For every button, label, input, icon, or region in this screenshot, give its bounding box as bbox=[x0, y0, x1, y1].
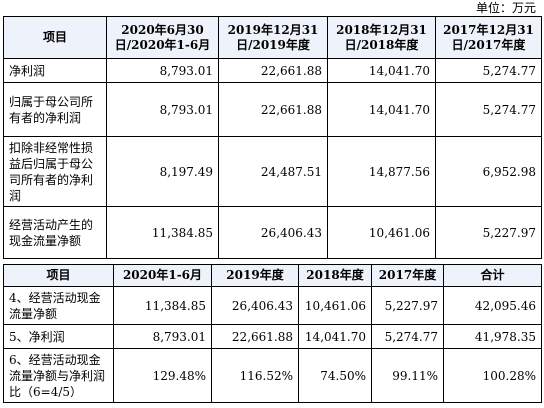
table-row: 归属于母公司所有者的净利润 8,793.01 22,661.88 14,041.… bbox=[3, 82, 542, 137]
table1-header-2017: 2017年12月31日/2017年度 bbox=[435, 16, 542, 59]
table1-header-row: 项目 2020年6月30日/2020年1-6月 2019年12月31日/2019… bbox=[3, 16, 542, 59]
cell-value: 11,384.85 bbox=[106, 206, 219, 259]
cell-value: 22,661.88 bbox=[218, 82, 328, 137]
table2-header-2018: 2018年度 bbox=[298, 264, 372, 287]
row-label: 归属于母公司所有者的净利润 bbox=[3, 82, 107, 137]
cell-value: 5,274.77 bbox=[435, 82, 542, 137]
table-row: 经营活动产生的现金流量净额 11,384.85 26,406.43 10,461… bbox=[3, 206, 542, 259]
row-label: 净利润 bbox=[3, 58, 107, 83]
row-label: 5、净利润 bbox=[3, 324, 114, 349]
table-row: 6、经营活动现金流量净额与净利润比（6=4/5） 129.48% 116.52%… bbox=[3, 348, 542, 403]
cell-value: 116.52% bbox=[211, 348, 299, 403]
cell-value: 41,978.35 bbox=[443, 324, 542, 349]
cell-value: 129.48% bbox=[113, 348, 212, 403]
table2-header-2020: 2020年1-6月 bbox=[113, 264, 212, 287]
cell-value: 5,227.97 bbox=[371, 286, 444, 325]
cell-value: 100.28% bbox=[443, 348, 542, 403]
cell-value: 8,793.01 bbox=[113, 324, 212, 349]
table-row: 5、净利润 8,793.01 22,661.88 14,041.70 5,274… bbox=[3, 324, 542, 349]
cell-value: 10,461.06 bbox=[298, 286, 372, 325]
cell-value: 5,274.77 bbox=[435, 58, 542, 83]
cell-value: 74.50% bbox=[298, 348, 372, 403]
table2-header-2019: 2019年度 bbox=[211, 264, 299, 287]
row-label: 4、经营活动现金流量净额 bbox=[3, 286, 114, 325]
table-row: 净利润 8,793.01 22,661.88 14,041.70 5,274.7… bbox=[3, 58, 542, 83]
cell-value: 42,095.46 bbox=[443, 286, 542, 325]
table1-header-2019: 2019年12月31日/2019年度 bbox=[218, 16, 328, 59]
row-label: 6、经营活动现金流量净额与净利润比（6=4/5） bbox=[3, 348, 114, 403]
row-label: 经营活动产生的现金流量净额 bbox=[3, 206, 107, 259]
cell-value: 11,384.85 bbox=[113, 286, 212, 325]
cell-value: 99.11% bbox=[371, 348, 444, 403]
cell-value: 22,661.88 bbox=[218, 58, 328, 83]
cashflow-ratio-table: 项目 2020年1-6月 2019年度 2018年度 2017年度 合计 4、经… bbox=[3, 264, 542, 403]
cell-value: 26,406.43 bbox=[211, 286, 299, 325]
cell-value: 26,406.43 bbox=[218, 206, 328, 259]
row-label: 扣除非经常性损益后归属于母公司所有者的净利润 bbox=[3, 136, 107, 207]
table1-header-2020: 2020年6月30日/2020年1-6月 bbox=[106, 16, 219, 59]
cell-value: 5,274.77 bbox=[371, 324, 444, 349]
cell-value: 10,461.06 bbox=[327, 206, 436, 259]
table2-header-2017: 2017年度 bbox=[371, 264, 444, 287]
cell-value: 8,793.01 bbox=[106, 58, 219, 83]
table-row: 扣除非经常性损益后归属于母公司所有者的净利润 8,197.49 24,487.5… bbox=[3, 136, 542, 207]
cell-value: 22,661.88 bbox=[211, 324, 299, 349]
cell-value: 14,041.70 bbox=[298, 324, 372, 349]
cell-value: 14,877.56 bbox=[327, 136, 436, 207]
table2-header-row: 项目 2020年1-6月 2019年度 2018年度 2017年度 合计 bbox=[3, 264, 542, 287]
cell-value: 5,227.97 bbox=[435, 206, 542, 259]
table-row: 4、经营活动现金流量净额 11,384.85 26,406.43 10,461.… bbox=[3, 286, 542, 325]
unit-label: 单位：万元 bbox=[475, 1, 536, 15]
cell-value: 14,041.70 bbox=[327, 58, 436, 83]
financial-summary-table: 项目 2020年6月30日/2020年1-6月 2019年12月31日/2019… bbox=[3, 16, 542, 259]
table2-header-total: 合计 bbox=[443, 264, 542, 287]
cell-value: 8,793.01 bbox=[106, 82, 219, 137]
cell-value: 6,952.98 bbox=[435, 136, 542, 207]
cell-value: 14,041.70 bbox=[327, 82, 436, 137]
table1-header-item: 项目 bbox=[3, 16, 107, 59]
cell-value: 24,487.51 bbox=[218, 136, 328, 207]
table1-header-2018: 2018年12月31日/2018年度 bbox=[327, 16, 436, 59]
table2-header-item: 项目 bbox=[3, 264, 114, 287]
cell-value: 8,197.49 bbox=[106, 136, 219, 207]
